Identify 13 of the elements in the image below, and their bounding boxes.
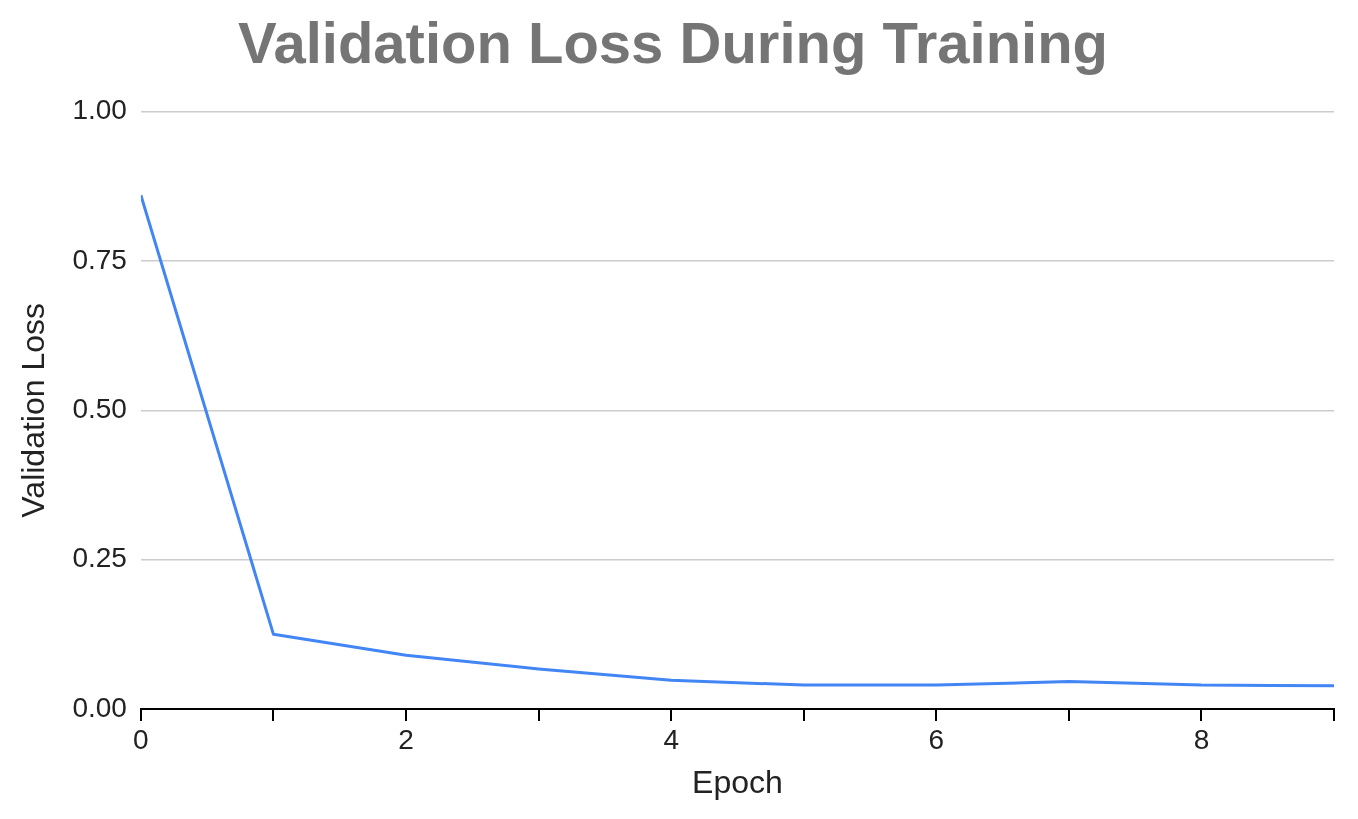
x-axis-title: Epoch [692, 763, 783, 800]
y-tick-label: 1.00 [72, 94, 127, 126]
y-tick-label: 0.75 [72, 243, 127, 275]
x-tick-label: 8 [1193, 723, 1210, 755]
x-tick-label: 2 [398, 723, 414, 755]
x-tick-label: 4 [663, 723, 679, 755]
y-tick-label: 0.00 [72, 691, 127, 723]
y-tick-label: 0.50 [72, 393, 127, 425]
y-axis-title: Validation Loss [15, 302, 52, 518]
x-tick-label: 0 [133, 723, 149, 755]
x-tick-label: 6 [928, 723, 945, 755]
y-tick-label: 0.25 [72, 542, 127, 574]
chart-title: Validation Loss During Training [237, 9, 1109, 75]
